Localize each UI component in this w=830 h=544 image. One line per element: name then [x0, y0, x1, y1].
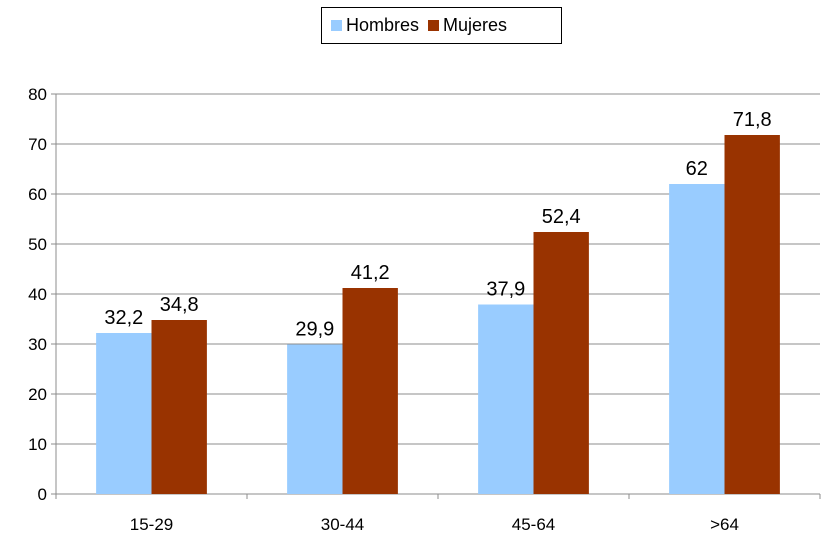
bar-mujeres-2 — [533, 232, 589, 494]
bar-hombres-2 — [478, 304, 534, 494]
x-tick-label: 15-29 — [130, 515, 173, 534]
legend-item-mujeres: Mujeres — [428, 15, 507, 36]
legend-swatch-mujeres — [428, 20, 440, 31]
y-tick-label: 20 — [28, 385, 47, 404]
y-tick-label: 70 — [28, 135, 47, 154]
legend-label-hombres: Hombres — [346, 15, 420, 35]
data-label-hombres-1: 29,9 — [295, 319, 334, 341]
y-tick-label: 0 — [38, 485, 47, 504]
data-label-mujeres-3: 71,8 — [733, 109, 772, 131]
x-tick-label: 30-44 — [321, 515, 364, 534]
x-tick-label: >64 — [710, 515, 739, 534]
y-tick-label: 40 — [28, 285, 47, 304]
data-label-hombres-0: 32,2 — [104, 307, 143, 329]
data-label-mujeres-1: 41,2 — [351, 262, 390, 284]
legend-item-hombres: Hombres — [331, 15, 419, 36]
data-label-mujeres-0: 34,8 — [160, 294, 199, 316]
bar-hombres-1 — [287, 344, 343, 494]
legend-label-mujeres: Mujeres — [443, 15, 508, 35]
y-tick-label: 50 — [28, 235, 47, 254]
y-tick-label: 80 — [28, 85, 47, 104]
bar-hombres-0 — [96, 333, 152, 494]
legend-swatch-hombres — [331, 20, 342, 31]
data-label-hombres-2: 37,9 — [486, 279, 525, 301]
bar-mujeres-3 — [724, 135, 780, 494]
bar-mujeres-1 — [342, 288, 398, 494]
data-label-hombres-3: 62 — [686, 158, 708, 180]
data-label-mujeres-2: 52,4 — [542, 206, 581, 228]
y-tick-label: 30 — [28, 335, 47, 354]
bar-mujeres-0 — [151, 320, 207, 494]
y-tick-label: 60 — [28, 185, 47, 204]
x-tick-label: 45-64 — [512, 515, 555, 534]
bar-hombres-3 — [669, 184, 725, 494]
y-tick-label: 10 — [28, 435, 47, 454]
legend: Hombres Mujeres — [321, 7, 562, 44]
